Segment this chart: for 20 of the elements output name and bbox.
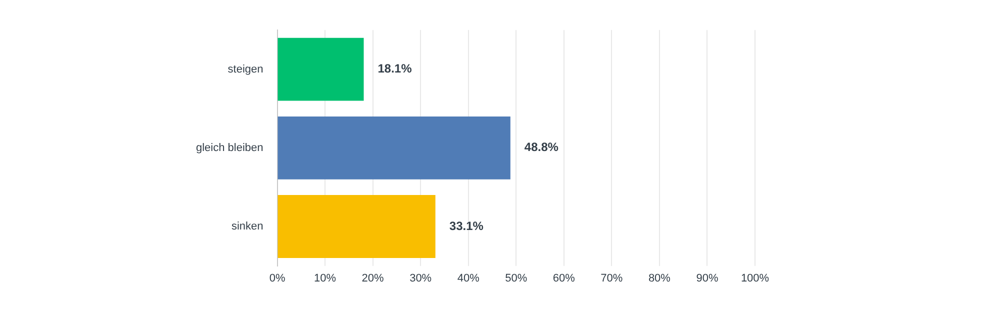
bar xyxy=(278,116,510,180)
data-label: 18.1% xyxy=(378,62,412,76)
y-tick-label: steigen xyxy=(228,63,264,76)
x-tick-label: 50% xyxy=(505,272,528,284)
y-tick-label: sinken xyxy=(231,220,264,233)
x-tick-label: 10% xyxy=(314,272,336,284)
x-tick-label: 100% xyxy=(740,272,770,284)
x-tick-label: 20% xyxy=(362,272,384,284)
bar xyxy=(278,38,364,101)
data-label: 48.8% xyxy=(524,140,559,154)
x-tick-label: 90% xyxy=(696,272,718,284)
x-tick-label: 30% xyxy=(410,272,432,284)
x-tick-label: 60% xyxy=(552,272,576,284)
x-tick-label: 0% xyxy=(269,272,286,284)
bar xyxy=(278,195,436,258)
x-tick-label: 70% xyxy=(600,272,623,284)
x-tick-label: 40% xyxy=(457,272,480,284)
x-tick-label: 80% xyxy=(648,272,671,284)
y-tick-label: gleich bleiben xyxy=(196,142,264,154)
data-label: 33.1% xyxy=(449,218,484,233)
